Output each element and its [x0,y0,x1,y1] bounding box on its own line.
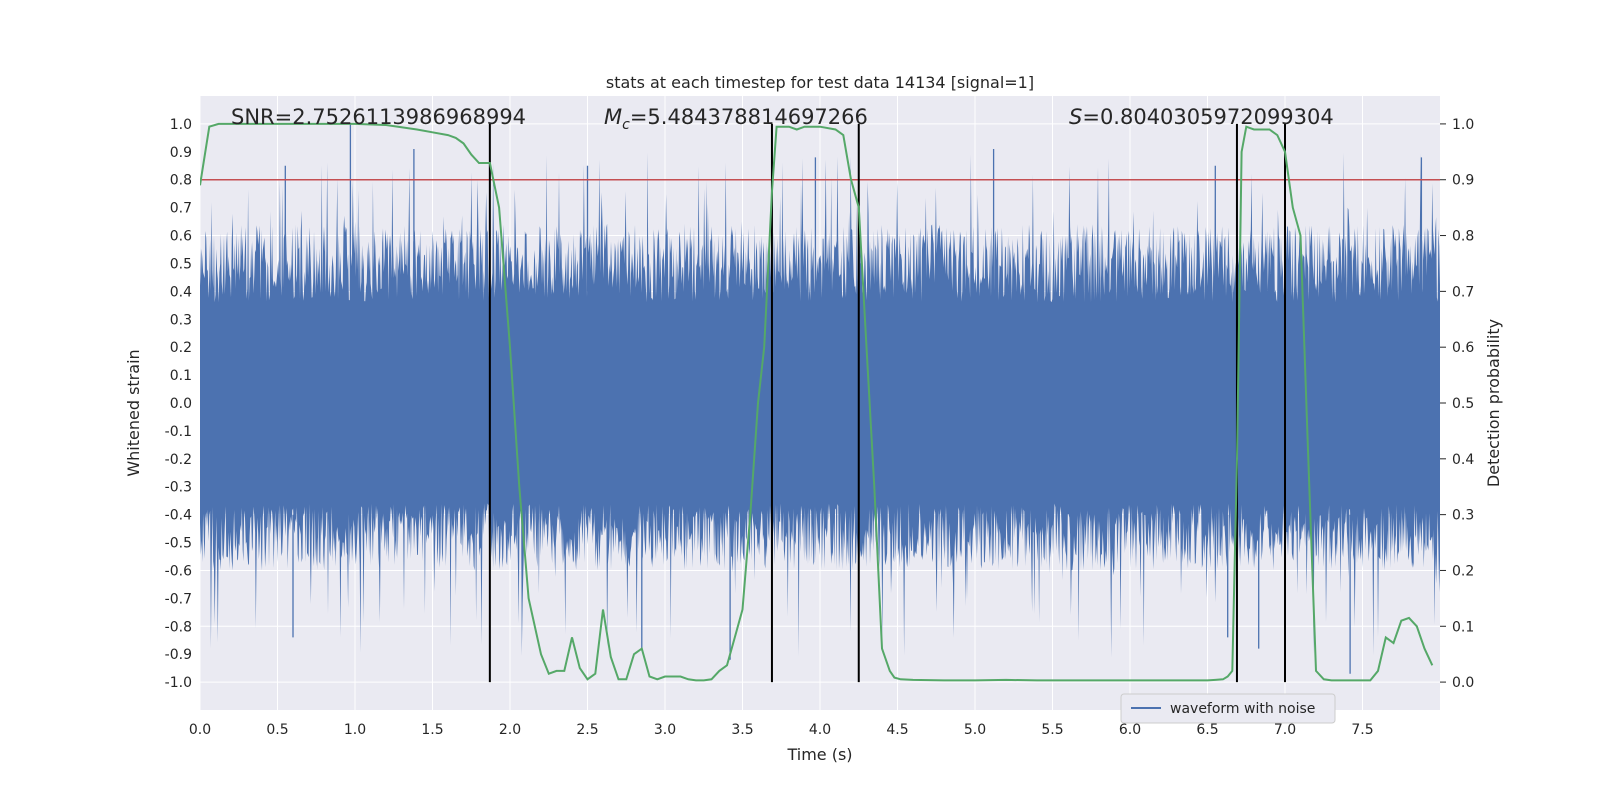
right-tick-label: 0.5 [1452,396,1474,412]
right-tick-label: 0.8 [1452,229,1474,245]
x-tick-label: 7.5 [1351,722,1373,738]
y-tick-label: 0.5 [170,256,192,272]
x-tick-label: 1.0 [344,722,366,738]
x-tick-label: 5.5 [1041,722,1063,738]
y-tick-label: 0.0 [170,396,192,412]
x-tick-label: 0.0 [189,722,211,738]
y-tick-label: -0.5 [165,536,192,552]
legend: waveform with noise [1120,693,1336,724]
x-tick-label: 6.5 [1196,722,1218,738]
waveform-series [200,152,1440,658]
x-tick-label: 3.5 [731,722,753,738]
x-tick-label: 2.0 [499,722,521,738]
detection-probability-line [200,122,1434,682]
vertical-markers [488,123,1286,683]
y-tick-label: 0.6 [170,229,192,245]
y-tick-label: -0.1 [165,424,192,440]
x-tick-label: 5.0 [964,722,986,738]
right-tick-label: 0.1 [1452,619,1474,635]
chirp-mass-value: =5.484378814697266 [630,105,868,129]
y-tick-label: 0.7 [170,201,192,217]
x-tick-label: 4.0 [809,722,831,738]
x-tick-label: 0.5 [266,722,288,738]
spin-symbol: S [1069,105,1082,129]
x-axis-label: Time (s) [786,745,852,764]
legend-box [1120,693,1336,724]
y-tick-label: -1.0 [165,675,192,691]
y-tick-label: -0.7 [165,591,192,607]
right-tick-label: 1.0 [1452,117,1474,133]
y-tick-label: -0.8 [165,619,192,635]
y-tick-label: 1.0 [170,117,192,133]
right-tick-label: 0.3 [1452,508,1474,524]
right-axis-ticks: 0.0 0.1 0.2 0.3 0.4 0.5 0.6 0.7 0.8 0.9 1.0 [1440,117,1474,691]
y-tick-label: -0.6 [165,563,192,579]
chart-title: stats at each timestep for test data 141… [606,73,1034,92]
x-axis-ticks: 0.0 0.5 1.0 1.5 2.0 2.5 3.0 3.5 4.0 4.5 5.0 5.5 6.0 6… [189,722,1374,738]
right-tick-label: 0.7 [1452,284,1474,300]
chirp-mass-symbol: M [604,105,622,129]
y-tick-label: 0.8 [170,173,192,189]
x-tick-label: 3.0 [654,722,676,738]
right-axis-label: Detection probability [1484,319,1503,487]
y-axis-ticks: -1.0 -0.9 -0.8 -0.7 -0.6 -0.5 -0.4 -0.3 -0.2 -0.1… [165,117,192,691]
x-tick-label: 1.5 [421,722,443,738]
y-tick-label: 0.1 [170,368,192,384]
legend-label: waveform with noise [1170,701,1315,717]
right-tick-label: 0.9 [1452,173,1474,189]
y-axis-label: Whitened strain [124,349,143,476]
snr-annotation: SNR=2.7526113986968994 [231,105,526,129]
y-tick-label: 0.3 [170,312,192,328]
x-tick-label: 7.0 [1274,722,1296,738]
right-tick-label: 0.0 [1452,675,1474,691]
chirp-mass-subscript: c [622,117,630,133]
x-tick-label: 2.5 [576,722,598,738]
y-tick-label: 0.9 [170,145,192,161]
right-tick-label: 0.6 [1452,340,1474,356]
right-tick-label: 0.2 [1452,563,1474,579]
y-tick-label: -0.2 [165,452,192,468]
spin-value: =0.8040305972099304 [1082,105,1333,129]
y-tick-label: -0.3 [165,480,192,496]
y-tick-label: 0.4 [170,284,192,300]
chirp-mass-annotation: Mc=5.484378814697266 [604,105,868,133]
y-tick-label: -0.9 [165,647,192,663]
x-tick-label: 4.5 [886,722,908,738]
right-tick-label: 0.4 [1452,452,1474,468]
x-tick-label: 6.0 [1119,722,1141,738]
y-tick-label: 0.2 [170,340,192,356]
spin-annotation: S=0.8040305972099304 [1069,105,1334,129]
y-tick-label: -0.4 [165,508,192,524]
waveform-spikes [284,123,1423,674]
